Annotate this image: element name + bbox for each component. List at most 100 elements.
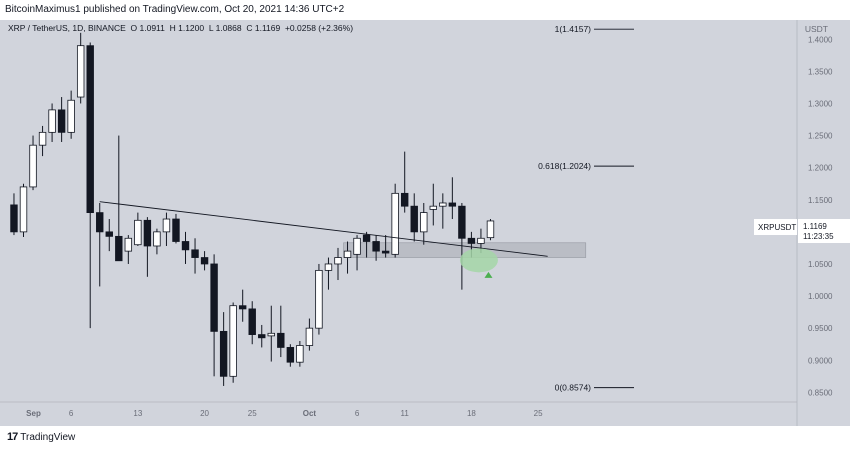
candle-body-up <box>76 45 85 98</box>
y-tick-label: 0.8500 <box>808 388 833 397</box>
candle-body-down <box>258 334 266 339</box>
price-label-bg <box>798 219 850 243</box>
candle <box>124 235 133 264</box>
candle-body-up <box>343 250 352 258</box>
candle-body-down <box>286 347 295 363</box>
candle <box>343 241 352 274</box>
y-tick-label: 1.3500 <box>808 67 833 76</box>
candle-body-up <box>153 231 161 247</box>
candle <box>248 301 256 345</box>
candle-body-down <box>57 109 66 133</box>
ohlc-open: O 1.0911 <box>130 23 165 33</box>
candle-body-down <box>362 234 371 242</box>
candle-body-down <box>219 330 228 377</box>
candle <box>153 228 161 255</box>
candle <box>134 212 142 246</box>
candle <box>115 135 123 262</box>
candle <box>362 231 371 258</box>
candle-body-up <box>324 263 333 271</box>
candle-body-up <box>38 131 47 146</box>
candle-body-down <box>115 235 123 262</box>
bounce-arrow-icon <box>484 271 493 278</box>
candle-body-down <box>181 241 190 251</box>
publisher-header: BitcoinMaximus1 published on TradingView… <box>0 0 850 20</box>
brand-name: TradingView <box>20 431 76 443</box>
fib-level-label: 1(1.4157) <box>555 24 592 34</box>
candle-body-up <box>29 144 37 188</box>
candle <box>29 135 37 191</box>
candle-body-down <box>191 249 199 258</box>
candle <box>10 193 18 236</box>
candle <box>353 235 361 271</box>
fib-level-label: 0.618(1.2024) <box>538 161 591 171</box>
chart-frame[interactable]: XRP / TetherUS, 1D, BINANCE O 1.0911 H 1… <box>0 20 850 426</box>
y-tick-label: 1.3000 <box>808 99 833 108</box>
x-tick-label: Sep <box>26 409 41 418</box>
candle <box>238 289 247 322</box>
ohlc-low: L 1.0868 <box>208 23 242 33</box>
candle-body-down <box>172 218 180 242</box>
candle-body-up <box>420 212 428 233</box>
price-label-countdown: 11:23:35 <box>803 232 834 241</box>
ohlc-high: H 1.1200 <box>169 23 205 33</box>
candle <box>191 238 199 274</box>
candle <box>324 257 333 290</box>
candle <box>19 183 28 238</box>
candle <box>439 193 447 229</box>
highlight-ellipse <box>459 248 498 273</box>
candle <box>372 235 380 261</box>
candle <box>296 341 304 367</box>
candle-body-down <box>210 263 218 332</box>
candle <box>267 305 275 362</box>
candle-body-up <box>296 345 304 363</box>
candle-body-down <box>448 202 457 207</box>
candle <box>48 103 56 142</box>
price-label-symbol: XRPUSDT <box>758 223 796 232</box>
candle-body-up <box>305 327 314 346</box>
candle-body-up <box>315 269 323 329</box>
candle-body-up <box>429 205 437 210</box>
candle-body-up <box>391 192 399 255</box>
descending-trendline <box>99 201 548 257</box>
symbol-info: XRP / TetherUS, 1D, BINANCE O 1.0911 H 1… <box>8 23 353 33</box>
candle-body-down <box>10 204 18 233</box>
candle <box>458 202 466 290</box>
candle <box>96 202 104 287</box>
publisher-text: BitcoinMaximus1 published on TradingView… <box>5 4 345 15</box>
candle-body-up <box>486 220 495 239</box>
tradingview-logo[interactable]: 17 TradingView <box>7 431 75 443</box>
candle <box>143 217 152 277</box>
x-tick-label: 6 <box>355 409 360 418</box>
x-tick-label: Oct <box>303 409 317 418</box>
candle-body-down <box>86 45 94 214</box>
candle-body-up <box>134 219 142 246</box>
candle <box>277 305 285 358</box>
footer: 17 TradingView <box>0 426 850 449</box>
price-chart[interactable]: 1.40001.35001.30001.25001.20001.15001.10… <box>0 20 850 426</box>
y-tick-label: 1.2000 <box>808 164 833 173</box>
symbol-name[interactable]: XRP / TetherUS, 1D, BINANCE <box>8 23 126 33</box>
candle <box>67 90 75 139</box>
candle-body-down <box>458 205 466 239</box>
candle <box>410 193 418 242</box>
x-tick-label: 6 <box>69 409 74 418</box>
candle-body-up <box>48 109 56 133</box>
candle <box>258 324 266 348</box>
ohlc-change: +0.0258 (+2.36%) <box>284 23 354 33</box>
y-tick-label: 1.0000 <box>808 292 833 301</box>
candle <box>381 235 390 258</box>
candle <box>486 219 495 241</box>
candle-body-down <box>400 192 409 207</box>
y-tick-label: 1.1500 <box>808 196 833 205</box>
candle-body-up <box>334 257 342 265</box>
candle-body-up <box>267 332 275 337</box>
candle <box>286 344 295 367</box>
candle-body-down <box>96 212 104 233</box>
price-label-symbol-bg <box>754 219 797 235</box>
tradingview-logo-icon: 17 <box>7 431 18 443</box>
x-tick-label: 25 <box>534 409 543 418</box>
x-tick-label: 20 <box>200 409 209 418</box>
candle-body-down <box>277 332 285 348</box>
fib-level-label: 0(0.8574) <box>555 383 592 393</box>
candle <box>162 212 171 246</box>
